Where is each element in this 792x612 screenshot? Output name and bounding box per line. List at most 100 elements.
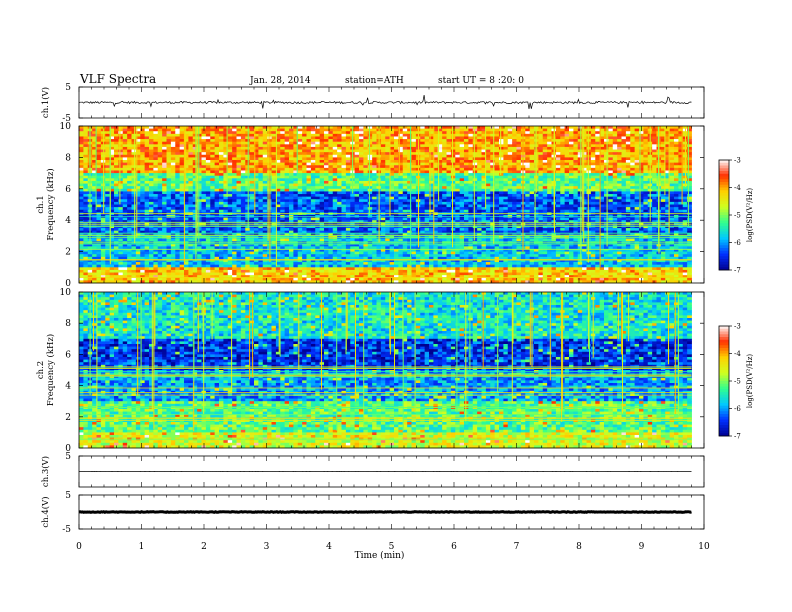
spectrogram-cell — [547, 142, 552, 145]
spectrogram-cell — [394, 131, 399, 134]
spectrogram-cell — [210, 210, 215, 213]
spectrogram-cell — [302, 194, 307, 197]
spectrogram-cell — [473, 186, 478, 189]
spectrogram-cell — [412, 178, 417, 181]
spectrogram-cell — [118, 218, 123, 221]
spectrogram-cell — [245, 173, 250, 176]
spectrogram-cell — [517, 139, 522, 142]
spectrogram-cell — [643, 150, 648, 153]
spectrogram-cell — [403, 210, 408, 213]
spectrogram-cell — [307, 173, 312, 176]
spectrogram-cell — [140, 205, 145, 208]
spectrogram-cell — [486, 126, 491, 129]
spectrogram-cell — [451, 184, 456, 187]
spectrogram-cell — [425, 152, 430, 155]
spectrogram-cell — [425, 160, 430, 163]
spectrogram-cell — [495, 165, 500, 168]
spectrogram-cell — [289, 170, 294, 173]
spectrogram-cell — [149, 197, 154, 200]
spectrogram-cell — [315, 210, 320, 213]
spectrogram-cell — [298, 173, 303, 176]
spectrogram-cell — [206, 194, 211, 197]
spectrogram-cell — [210, 205, 215, 208]
spectrogram-cell — [263, 205, 268, 208]
spectrogram-cell — [228, 126, 233, 129]
spectrogram-cell — [595, 163, 600, 166]
spectrogram-cell — [565, 202, 570, 205]
spectrogram-cell — [508, 152, 513, 155]
spectrogram-cell — [363, 131, 368, 134]
spectrogram-cell — [302, 197, 307, 200]
spectrogram-cell — [153, 170, 158, 173]
spectrogram-cell — [687, 202, 692, 205]
spectrogram-cell — [202, 207, 207, 210]
spectrogram-cell — [407, 126, 412, 129]
spectrogram-cell — [359, 142, 364, 145]
spectrogram-cell — [403, 184, 408, 187]
spectrogram-cell — [573, 207, 578, 210]
spectrogram-cell — [145, 170, 150, 173]
spectrogram-cell — [158, 202, 163, 205]
spectrogram-cell — [547, 170, 552, 173]
spectrogram-cell — [473, 194, 478, 197]
spectrogram-cell — [490, 165, 495, 168]
spectrogram-cell — [302, 147, 307, 150]
spectrogram-cell — [569, 184, 574, 187]
spectrogram-cell — [381, 160, 386, 163]
spectrogram-cell — [425, 218, 430, 221]
spectrogram-cell — [565, 144, 570, 147]
spectrogram-cell — [613, 152, 618, 155]
spectrogram-cell — [149, 178, 154, 181]
spectrogram-cell — [543, 129, 548, 132]
spectrogram-cell — [442, 178, 447, 181]
spectrogram-cell — [324, 147, 329, 150]
spectrogram-cell — [79, 157, 84, 160]
spectrogram-cell — [582, 152, 587, 155]
spectrogram-cell — [508, 176, 513, 179]
spectrogram-cell — [394, 218, 399, 221]
spectrogram-cell — [320, 218, 325, 221]
spectrogram-cell — [333, 191, 338, 194]
spectrogram-cell — [381, 155, 386, 158]
spectrogram-cell — [512, 147, 517, 150]
spectrogram-cell — [512, 139, 517, 142]
spectrogram-cell — [591, 207, 596, 210]
spectrogram-cell — [245, 191, 250, 194]
spectrogram-cell — [337, 129, 342, 132]
spectrogram-cell — [219, 194, 224, 197]
spectrogram-cell — [311, 163, 316, 166]
spectrogram-cell — [643, 181, 648, 184]
spectrogram-cell — [250, 181, 255, 184]
spectrogram-cell — [175, 131, 180, 134]
spectrogram-cell — [123, 155, 128, 158]
spectrogram-cell — [232, 170, 237, 173]
spectrogram-cell — [118, 184, 123, 187]
spectrogram-cell — [582, 134, 587, 137]
spectrogram-cell — [403, 197, 408, 200]
spectrogram-cell — [595, 194, 600, 197]
spectrogram-cell — [114, 197, 119, 200]
spectrogram-cell — [442, 168, 447, 171]
spectrogram-cell — [145, 207, 150, 210]
spectrogram-cell — [547, 197, 552, 200]
spectrogram-cell — [320, 142, 325, 145]
spectrogram-cell — [302, 129, 307, 132]
spectrogram-cell — [486, 144, 491, 147]
spectrogram-cell — [587, 157, 592, 160]
spectrogram-cell — [674, 126, 679, 129]
spectrogram-cell — [604, 181, 609, 184]
spectrogram-cell — [307, 181, 312, 184]
spectrogram-cell — [289, 134, 294, 137]
spectrogram-cell — [228, 205, 233, 208]
spectrogram-cell — [83, 168, 88, 171]
spectrogram-cell — [188, 165, 193, 168]
spectrogram-cell — [460, 155, 465, 158]
spectrogram-cell — [355, 144, 360, 147]
spectrogram-cell — [543, 199, 548, 202]
spectrogram-cell — [438, 210, 443, 213]
spectrogram-cell — [245, 218, 250, 221]
spectrogram-cell — [420, 160, 425, 163]
spectrogram-cell — [543, 202, 548, 205]
spectrogram-cell — [556, 170, 561, 173]
spectrogram-cell — [652, 142, 657, 145]
